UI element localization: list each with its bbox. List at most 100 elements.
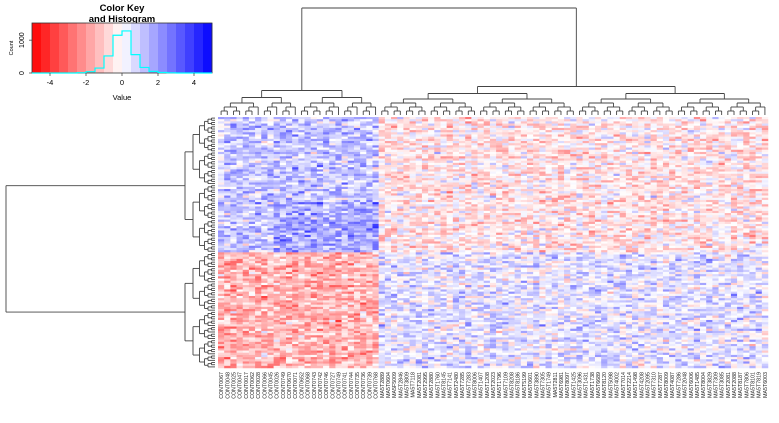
heatmap-cell [261, 167, 268, 170]
heatmap-cell [681, 197, 688, 201]
heatmap-cell [218, 180, 225, 183]
heatmap-cell [730, 156, 738, 159]
heatmap-cell [737, 154, 744, 157]
heatmap-cell [255, 119, 262, 122]
heatmap-cell [384, 127, 392, 131]
heatmap-cell [675, 210, 682, 214]
heatmap-cell [248, 197, 256, 201]
heatmap-cell [588, 138, 596, 142]
heatmap-cell [384, 180, 392, 183]
heatmap-cell [496, 132, 503, 135]
heatmap-cell [749, 158, 756, 161]
heatmap-cell [360, 158, 367, 161]
heatmap-cell [625, 151, 633, 155]
heatmap-cell [471, 208, 478, 212]
heatmap-cell [749, 178, 756, 181]
heatmap-cell [613, 158, 620, 161]
heatmap-cell [539, 147, 546, 150]
heatmap-cell [526, 175, 534, 179]
heatmap-cell [551, 169, 559, 172]
heatmap-cell [255, 143, 262, 146]
heatmap-cell [718, 123, 725, 126]
heatmap-cell [465, 184, 472, 188]
heatmap-cell [681, 154, 688, 157]
heatmap-cell [700, 134, 707, 137]
heatmap-cell [576, 186, 583, 190]
heatmap-cell [267, 182, 274, 185]
heatmap-cell [743, 158, 750, 161]
heatmap-cell [656, 184, 664, 188]
heatmap-cell [341, 132, 349, 135]
heatmap-cell [434, 217, 441, 220]
heatmap-cell [737, 208, 744, 212]
heatmap-cell [613, 213, 620, 216]
heatmap-cell [514, 143, 522, 146]
heatmap-cell [347, 160, 355, 164]
heatmap-cell [502, 221, 509, 225]
heatmap-cell [285, 136, 293, 140]
heatmap-cell [539, 136, 546, 140]
heatmap-cell [681, 117, 688, 120]
heatmap-cell [737, 167, 744, 170]
heatmap-cell [428, 141, 435, 144]
heatmap-cell [613, 119, 620, 122]
heatmap-cell [594, 138, 602, 142]
heatmap-cell [341, 121, 349, 124]
heatmap-cell [292, 123, 299, 126]
heatmap-cell [656, 134, 664, 137]
heatmap-cell [508, 204, 515, 207]
heatmap-cell [248, 138, 256, 142]
heatmap-cell [650, 132, 658, 135]
heatmap-cell [718, 182, 725, 185]
heatmap-cell [638, 160, 645, 164]
heatmap-cell [489, 199, 497, 203]
heatmap-cell [471, 175, 478, 179]
heatmap-cell [551, 193, 559, 196]
heatmap-cell [483, 125, 491, 129]
heatmap-cell [242, 149, 250, 153]
heatmap-cell [224, 206, 231, 209]
heatmap-cell [391, 219, 398, 223]
heatmap-cell [341, 189, 349, 192]
heatmap-cell [360, 154, 367, 157]
heatmap-cell [632, 117, 639, 120]
heatmap-cell [285, 215, 293, 218]
heatmap-cell [310, 160, 318, 164]
heatmap-cell [681, 156, 688, 159]
heatmap-cell [224, 180, 231, 183]
heatmap-cell [329, 145, 336, 148]
heatmap-cell [347, 213, 355, 216]
heatmap-cell [669, 127, 676, 131]
heatmap-cell [267, 208, 274, 212]
heatmap-cell [724, 154, 732, 157]
heatmap-cell [440, 215, 447, 218]
heatmap-cell [582, 206, 590, 209]
heatmap-cell [483, 197, 491, 201]
heatmap-cell [588, 219, 596, 223]
heatmap-cell [551, 215, 559, 218]
heatmap-cell [594, 125, 602, 129]
heatmap-cell [761, 167, 769, 170]
heatmap-cell [755, 117, 763, 120]
heatmap-cell [304, 178, 311, 181]
heatmap-cell [662, 165, 670, 168]
heatmap-cell [434, 151, 441, 155]
heatmap-cell [502, 162, 509, 166]
heatmap-cell [594, 182, 602, 185]
heatmap-cell [285, 204, 293, 207]
heatmap-cell [366, 149, 373, 153]
heatmap-cell [323, 154, 330, 157]
heatmap-cell [638, 219, 645, 223]
heatmap-cell [335, 175, 342, 179]
heatmap-cell [594, 147, 602, 150]
heatmap-cell [601, 162, 608, 166]
heatmap-cell [428, 219, 435, 223]
heatmap-cell [761, 189, 769, 192]
heatmap-cell [255, 134, 262, 137]
heatmap-cell [737, 149, 744, 153]
heatmap-cell [730, 178, 738, 181]
heatmap-cell [279, 206, 287, 209]
heatmap-cell [391, 171, 398, 174]
heatmap-cell [594, 165, 602, 168]
heatmap-cell [360, 132, 367, 135]
